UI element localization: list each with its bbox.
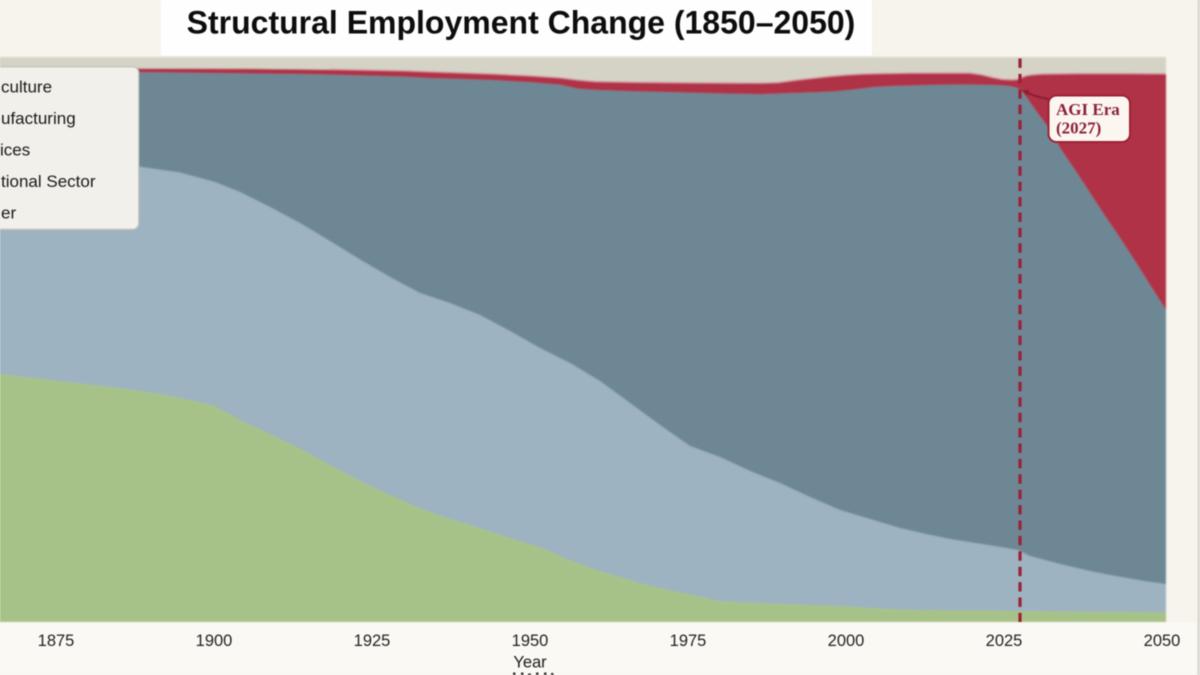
svg-text:(2027): (2027) xyxy=(1056,119,1101,138)
svg-text:1925: 1925 xyxy=(354,632,391,650)
svg-text:2025: 2025 xyxy=(986,632,1023,650)
svg-text:1900: 1900 xyxy=(196,632,233,650)
svg-text:AGI Era: AGI Era xyxy=(1056,100,1120,119)
svg-text:1975: 1975 xyxy=(670,632,707,650)
svg-text:er: er xyxy=(1,204,16,223)
svg-text:ufacturing: ufacturing xyxy=(1,109,76,128)
svg-text:ices: ices xyxy=(0,141,30,160)
svg-text:Year: Year xyxy=(513,654,547,672)
svg-text:tional Sector: tional Sector xyxy=(1,172,96,191)
svg-text:Structural Employment Change (: Structural Employment Change (1850–2050) xyxy=(187,5,856,41)
svg-text:1875: 1875 xyxy=(38,632,75,650)
svg-text:1950: 1950 xyxy=(512,632,549,650)
svg-text:2050: 2050 xyxy=(1144,632,1181,650)
svg-text:culture: culture xyxy=(1,78,52,97)
svg-text:2000: 2000 xyxy=(828,632,865,650)
